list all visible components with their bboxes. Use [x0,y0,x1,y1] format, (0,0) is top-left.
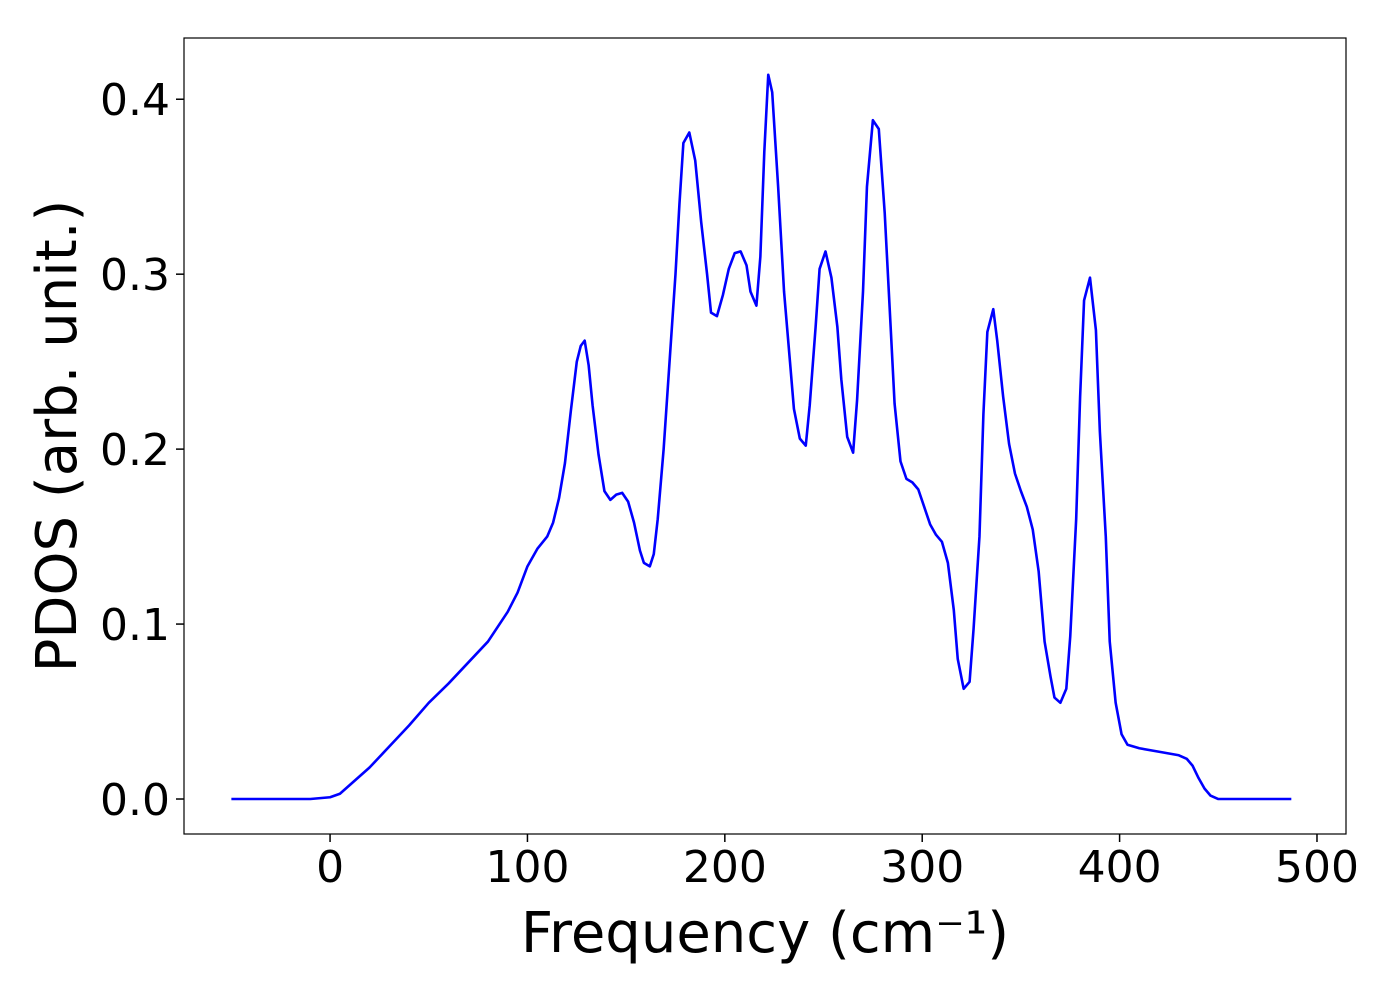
x-tick-label: 400 [1078,842,1162,893]
y-tick-label: 0.3 [100,250,170,301]
x-axis-label: Frequency (cm⁻¹) [521,901,1009,966]
plot-frame [183,37,1347,835]
y-axis-label: PDOS (arb. unit.) [25,200,90,673]
y-tick-label: 0.2 [100,425,170,476]
x-tick-label: 100 [485,842,569,893]
x-tick-label: 500 [1275,842,1359,893]
x-tick-label: 0 [316,842,344,893]
x-tick-label: 200 [683,842,767,893]
y-tick-label: 0.0 [100,775,170,826]
x-tick-label: 300 [880,842,964,893]
y-tick-label: 0.1 [100,600,170,651]
y-tick-label: 0.4 [100,75,170,126]
data-line [231,73,1292,801]
